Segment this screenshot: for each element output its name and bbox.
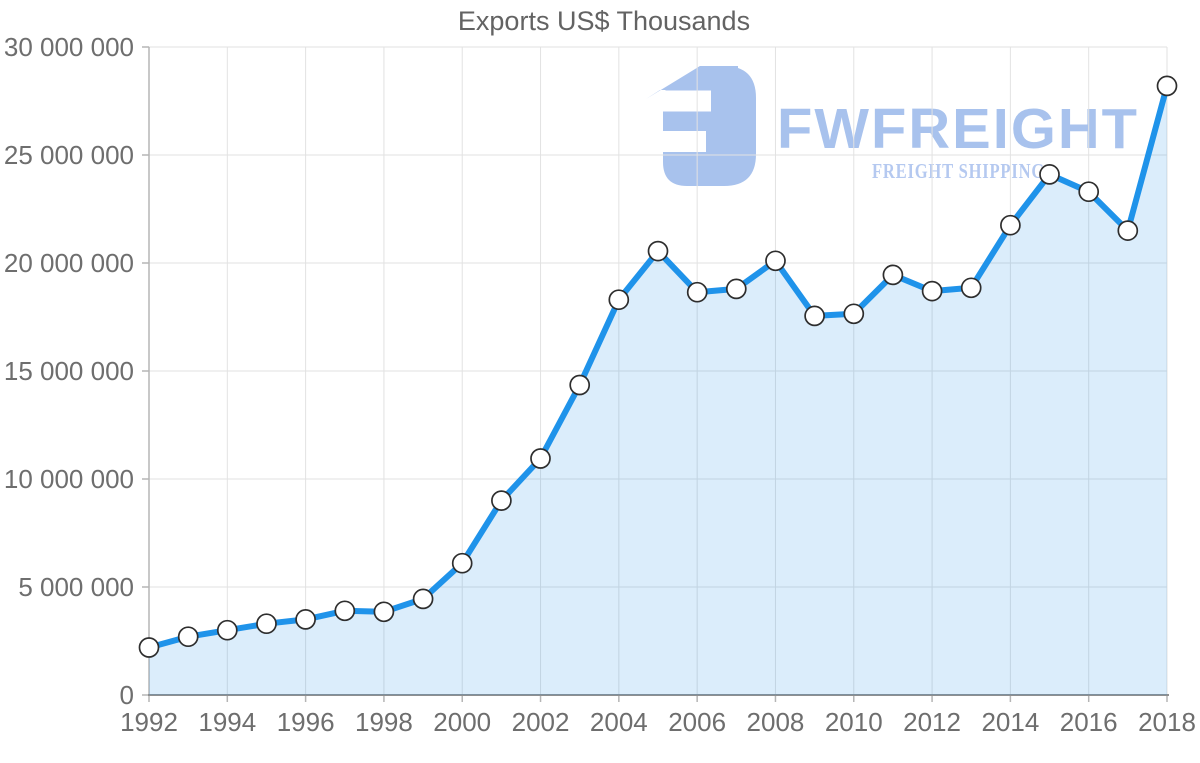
x-axis-label: 1998: [355, 707, 413, 737]
data-point-marker: [765, 250, 786, 272]
logo-text: FWFREIGHT: [777, 97, 1139, 161]
x-axis-label: 2006: [668, 707, 726, 737]
data-point-marker: [373, 601, 395, 623]
series-area-fill: [149, 85, 1167, 695]
data-point-marker: [921, 280, 943, 302]
y-axis-label: 30 000 000: [4, 32, 134, 62]
x-axis-label: 2012: [903, 707, 961, 737]
chart-title: Exports US$ Thousands: [458, 6, 750, 36]
logo-glyph-notch-bottom: [645, 131, 706, 152]
x-axis-label: 2004: [590, 707, 648, 737]
y-axis-label: 20 000 000: [4, 248, 134, 278]
data-point-marker: [177, 626, 199, 648]
y-axis-label: 15 000 000: [4, 356, 134, 386]
data-point-marker: [686, 281, 708, 303]
x-axis-label: 1992: [120, 707, 178, 737]
x-axis-label: 2018: [1138, 707, 1196, 737]
data-point-marker: [882, 264, 904, 286]
logo-glyph-slant-bar: [646, 66, 738, 99]
data-point-marker: [256, 613, 277, 635]
watermark-logo: FWFREIGHT FREIGHT SHIPPING: [645, 66, 1139, 186]
data-point-marker: [725, 278, 747, 300]
logo-glyph-icon: [645, 66, 756, 186]
data-point-marker: [1000, 214, 1021, 236]
data-point-marker: [960, 277, 982, 299]
data-point-marker: [647, 240, 669, 262]
data-point-marker: [608, 289, 630, 311]
data-point-marker: [843, 303, 865, 325]
x-axis-label: 2016: [1060, 707, 1118, 737]
x-axis-label: 1994: [198, 707, 256, 737]
x-axis-label: 2000: [433, 707, 491, 737]
data-point-marker: [334, 600, 356, 622]
x-axis-label: 2002: [512, 707, 570, 737]
x-axis-label: 2010: [825, 707, 883, 737]
data-point-marker: [1078, 181, 1100, 203]
x-axis-label: 2008: [747, 707, 805, 737]
data-point-marker: [216, 619, 238, 641]
data-point-marker: [412, 588, 434, 610]
data-point-marker: [569, 374, 591, 396]
data-point-marker: [1117, 220, 1139, 241]
data-point-marker: [1039, 164, 1060, 185]
y-axis-label: 10 000 000: [4, 464, 134, 494]
x-axis-label: 2014: [981, 707, 1039, 737]
y-axis-label: 0: [120, 680, 134, 710]
data-point-marker: [451, 552, 473, 574]
logo-glyph-notch-top: [645, 90, 711, 112]
data-point-marker: [1156, 75, 1178, 97]
data-point-marker: [295, 609, 316, 630]
logo-subtitle: FREIGHT SHIPPING: [872, 159, 1045, 183]
data-point-marker: [491, 490, 512, 511]
data-point-marker: [530, 448, 551, 469]
series-layer: [138, 75, 1178, 695]
axis-layer: [148, 47, 1169, 696]
y-axis-label: 5 000 000: [18, 572, 134, 602]
grid-layer: [142, 46, 1168, 702]
y-axis-label: 25 000 000: [4, 140, 134, 170]
label-layer: 0 5 000 000 10 000 000 15 000 000 20 000 000…: [4, 32, 1196, 737]
data-point-marker: [804, 305, 825, 327]
x-axis-label: 1996: [277, 707, 335, 737]
data-point-marker: [138, 637, 160, 658]
